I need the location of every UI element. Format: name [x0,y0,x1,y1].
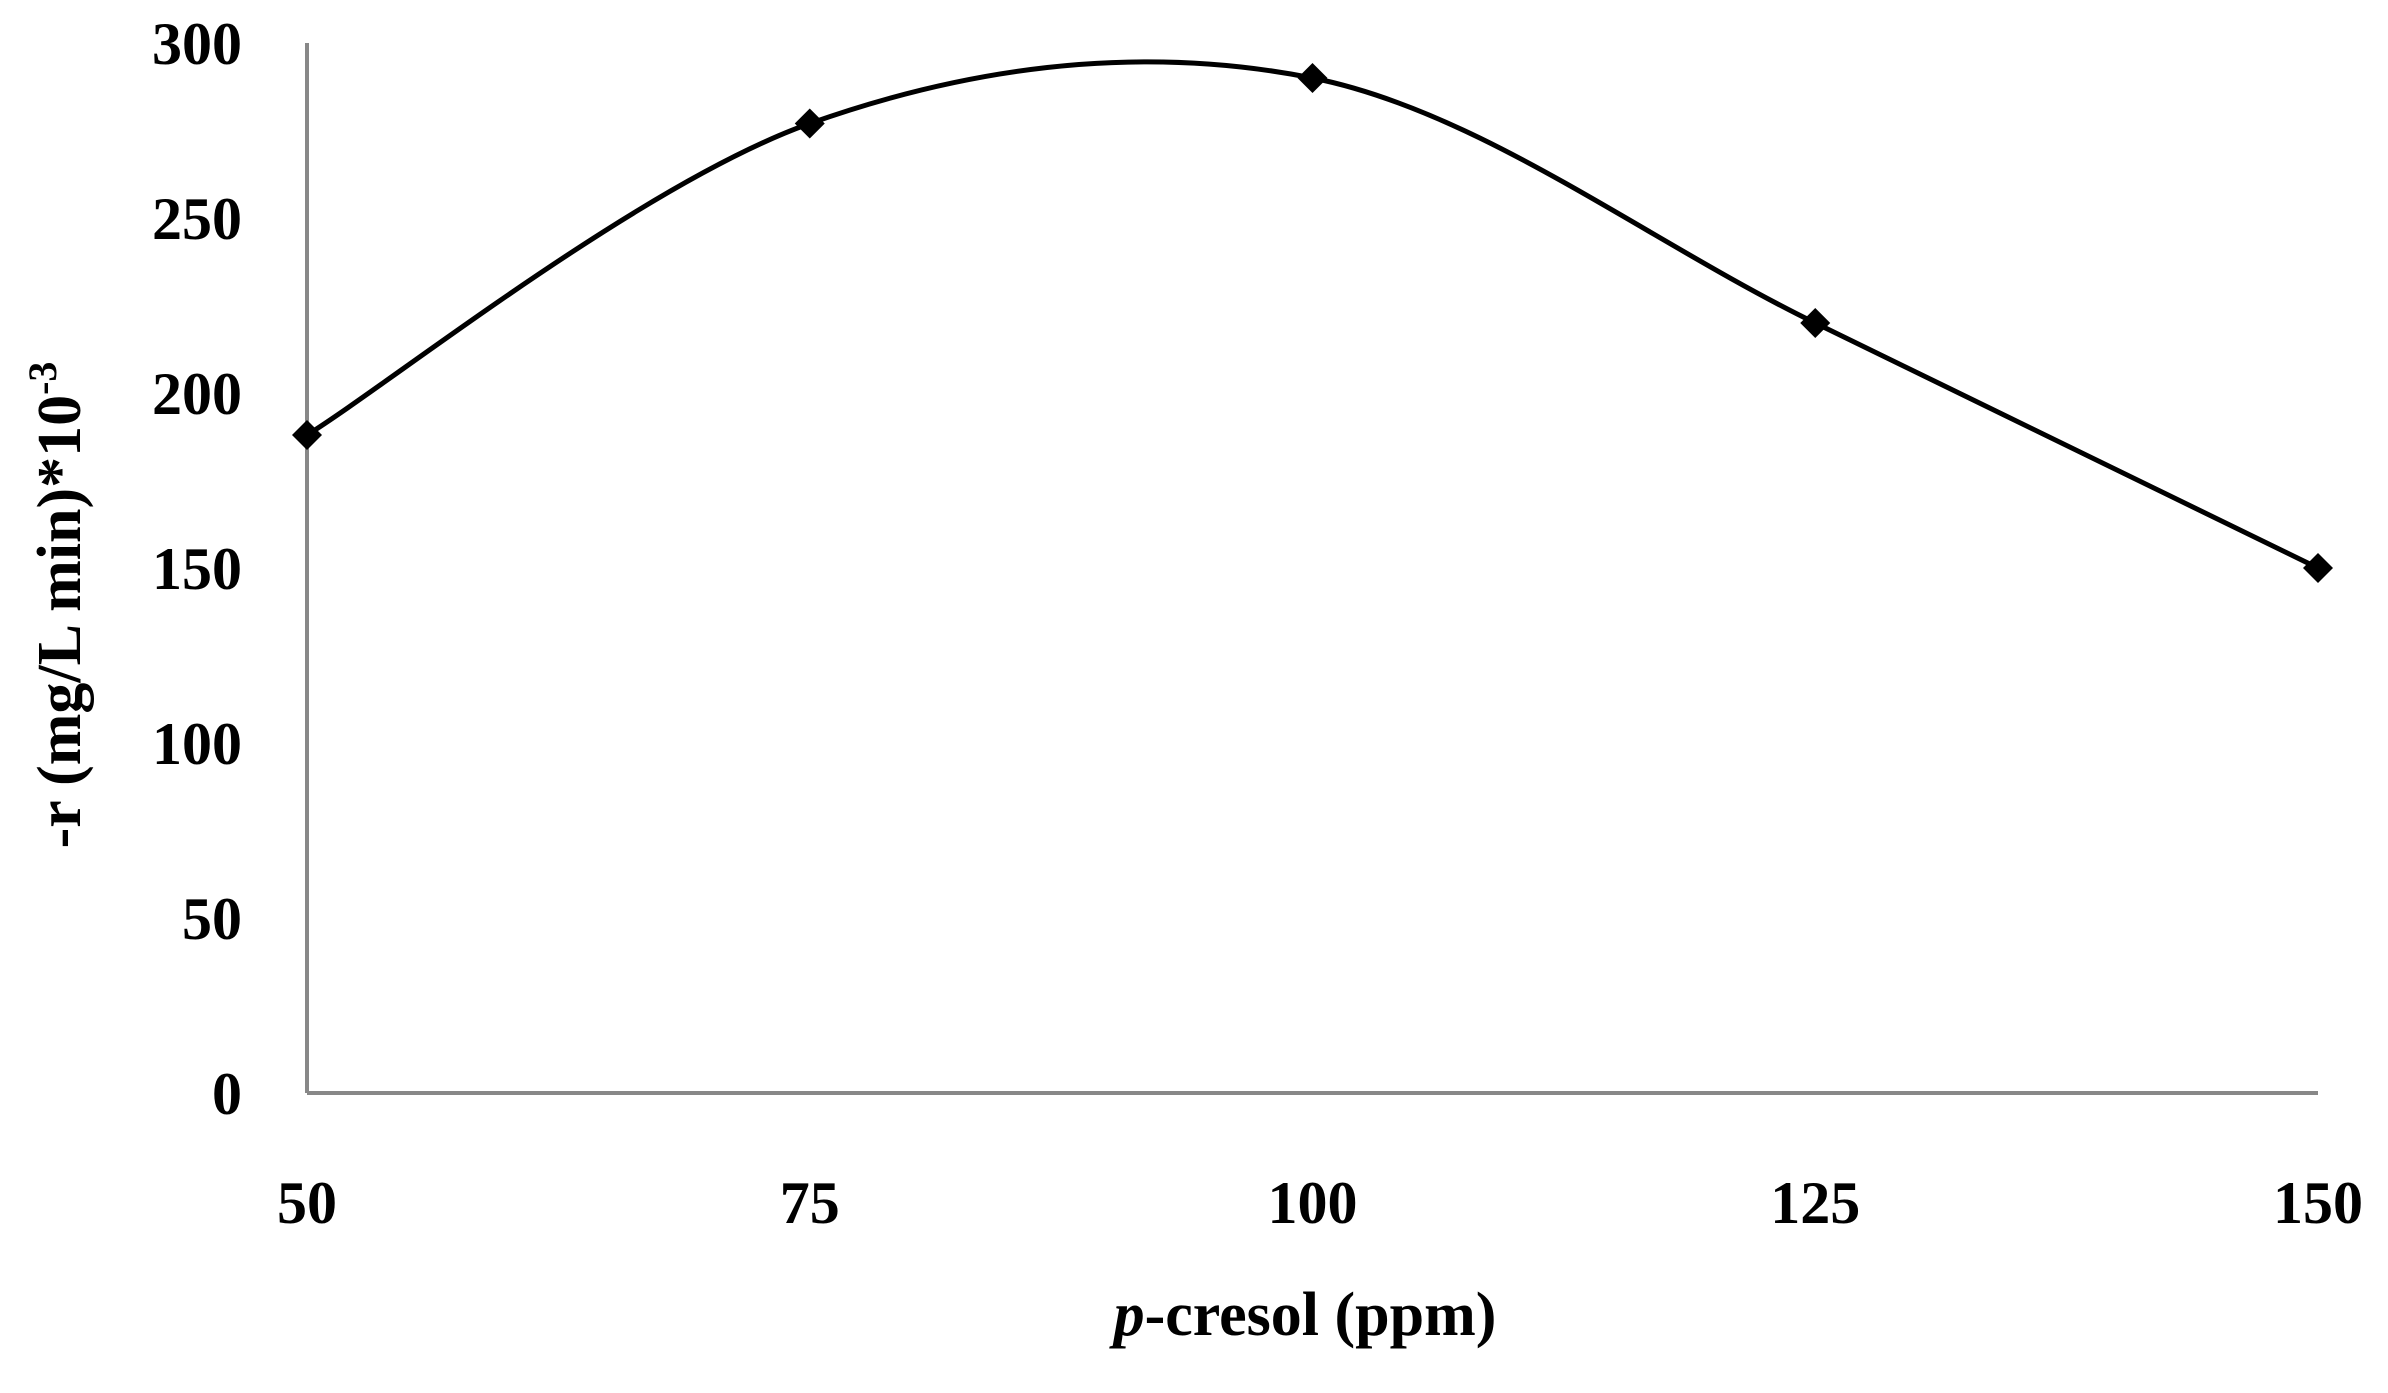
data-point-marker [1800,308,1831,338]
y-tick-label: 200 [152,361,242,427]
y-tick-label: 250 [152,186,242,252]
data-point-marker [2303,553,2333,583]
x-tick-label: 50 [277,1170,337,1236]
x-tick-label: 100 [1268,1170,1358,1236]
y-tick-label: 50 [182,886,242,952]
axes [305,43,2318,1095]
x-axis-title-prefix: p [1109,1281,1145,1349]
y-tick-label: 150 [152,536,242,602]
x-axis-title-suffix: -cresol (ppm) [1145,1281,1497,1349]
y-tick-label: 300 [152,11,242,77]
y-tick-label: 0 [212,1061,242,1127]
data-point-marker [1297,63,1328,93]
series-layer [304,59,2321,571]
series-line [304,59,2321,571]
x-axis-title: p-cresol (ppm) [1109,1281,1497,1349]
y-axis-title-superscript: -3 [20,362,65,395]
y-tick-labels: 0 50 100 150 200 250 300 [152,11,242,1127]
x-tick-label: 125 [1770,1170,1860,1236]
data-point-marker [794,108,825,139]
x-tick-labels: 50 75 100 125 150 [277,1170,2363,1236]
y-axis-title: -r (mg/L min)*10-3 [20,362,94,849]
x-tick-label: 75 [780,1170,840,1236]
data-point-marker [292,420,322,450]
y-axis-title-main: -r (mg/L min)*10 [26,395,94,849]
x-tick-label: 150 [2273,1170,2363,1236]
data-markers [292,63,2333,583]
y-tick-label: 100 [152,711,242,777]
